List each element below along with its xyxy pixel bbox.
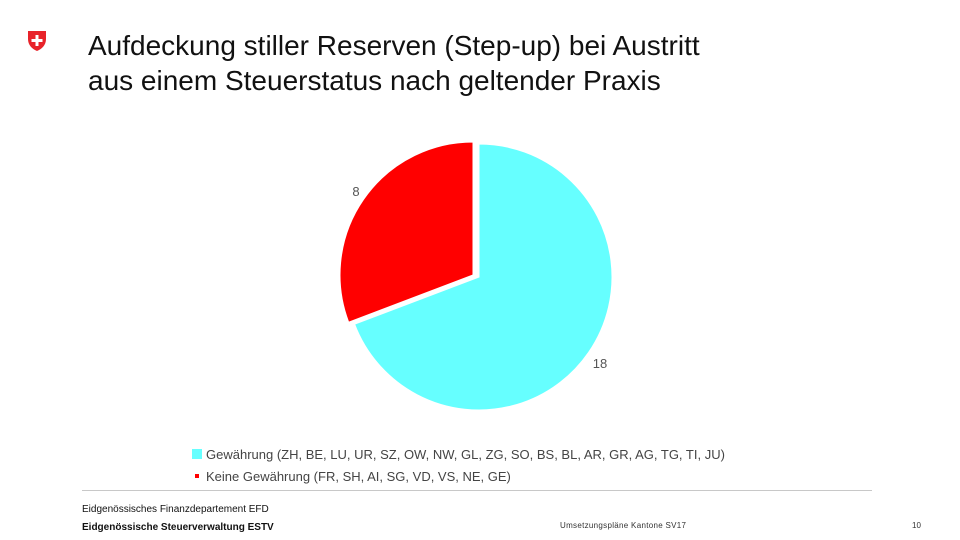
footer-presentation-title: Umsetzungspläne Kantone SV17 [560,521,687,530]
legend-swatch-2 [195,474,199,478]
title-line-1: Aufdeckung stiller Reserven (Step-up) be… [88,30,700,61]
footer-department: Eidgenössisches Finanzdepartement EFD [82,504,269,515]
data-label-1: 18 [593,356,607,371]
pie-slice-2 [339,141,474,323]
legend-item-1: Gewährung (ZH, BE, LU, UR, SZ, OW, NW, G… [192,443,725,465]
page-title: Aufdeckung stiller Reserven (Step-up) be… [88,28,928,98]
footer-office: Eidgenössische Steuerverwaltung ESTV [82,522,274,533]
page-number: 10 [912,521,921,530]
legend-swatch-1 [192,449,202,459]
data-label-2: 8 [352,184,359,199]
legend-label-2: Keine Gewährung (FR, SH, AI, SG, VD, VS,… [206,468,511,484]
title-line-2: aus einem Steuerstatus nach geltender Pr… [88,65,661,96]
footer-divider [82,490,872,491]
legend-item-2: Keine Gewährung (FR, SH, AI, SG, VD, VS,… [192,465,725,487]
swiss-cross-icon [28,31,46,51]
chart-legend: Gewährung (ZH, BE, LU, UR, SZ, OW, NW, G… [192,443,725,487]
legend-label-1: Gewährung (ZH, BE, LU, UR, SZ, OW, NW, G… [206,446,725,462]
footer-organization: Eidgenössisches Finanzdepartement EFD Ei… [82,501,274,537]
pie-slice-1 [353,143,613,411]
